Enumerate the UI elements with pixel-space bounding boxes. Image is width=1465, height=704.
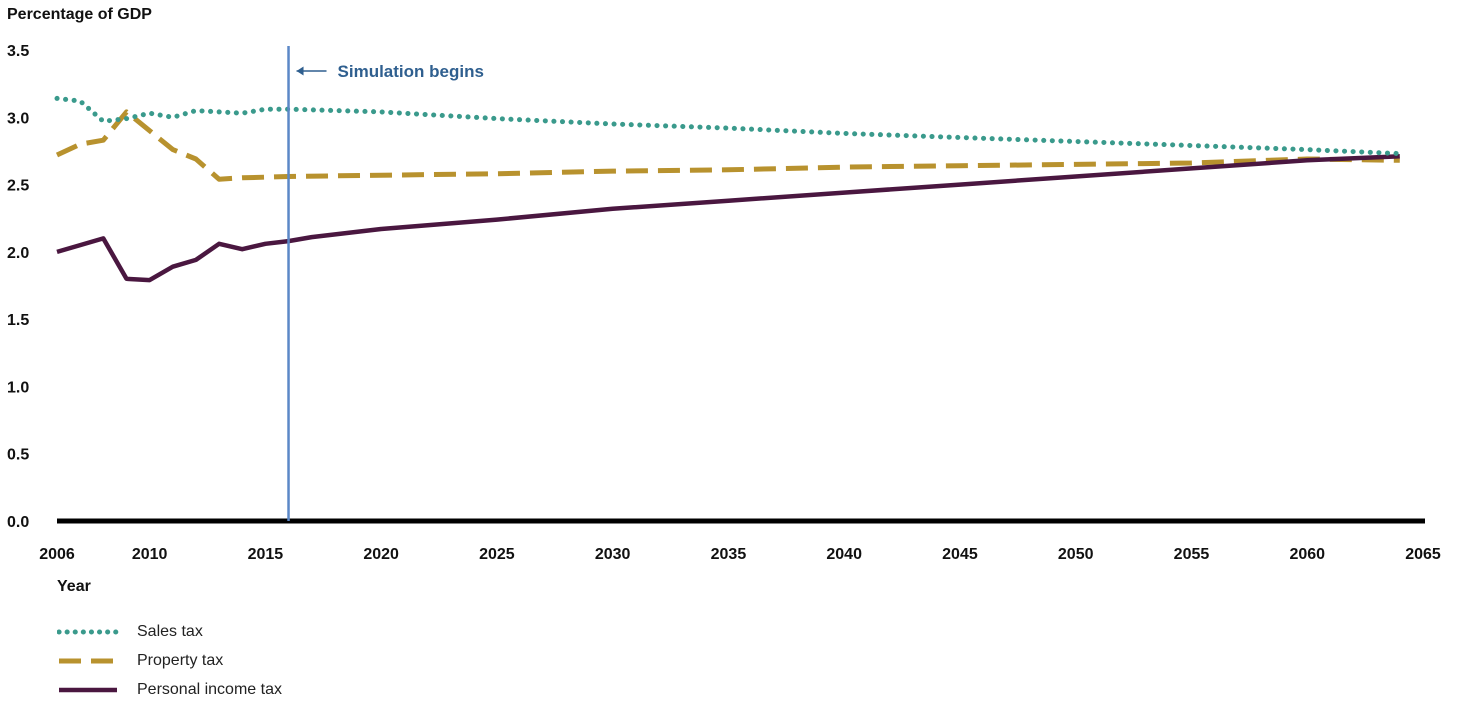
y-tick-label: 3.5 [7, 43, 29, 60]
series-line-personal-income-tax [56, 154, 1400, 283]
y-tick-label: 2.5 [7, 178, 29, 195]
legend-swatch-property-tax [59, 658, 117, 663]
legend: Sales tax Property tax Personal income t… [57, 617, 282, 704]
y-tick-label: 2.0 [7, 245, 29, 262]
x-tick-label: 2006 [39, 546, 75, 563]
legend-item-property-tax: Property tax [57, 646, 282, 675]
legend-label: Personal income tax [137, 680, 282, 698]
arrow-left-icon [296, 66, 327, 76]
x-tick-label: 2025 [479, 546, 515, 563]
legend-swatch-personal-income-tax [59, 687, 117, 692]
x-tick-label: 2040 [826, 546, 862, 563]
series-line-sales-tax [54, 95, 1403, 157]
x-tick-label: 2045 [942, 546, 978, 563]
y-tick-label: 0.0 [7, 514, 29, 531]
x-tick-label: 2010 [132, 546, 168, 563]
legend-item-sales-tax: Sales tax [57, 617, 282, 646]
x-tick-label: 2055 [1174, 546, 1210, 563]
x-tick-label: 2015 [248, 546, 284, 563]
series-line-property-tax [55, 109, 1400, 182]
x-axis-label: Year [57, 578, 91, 595]
y-axis-label: Percentage of GDP [7, 6, 152, 23]
legend-label: Property tax [137, 651, 224, 669]
simulation-begins-label: Simulation begins [338, 62, 484, 81]
x-tick-label: 2020 [363, 546, 399, 563]
x-tick-label: 2050 [1058, 546, 1094, 563]
y-tick-labels: 0.0 0.5 1.0 1.5 2.0 2.5 3.0 3.5 [7, 43, 29, 531]
x-tick-labels: 2006 2010 2015 2020 2025 2030 2035 2040 2045 2050… [39, 546, 1441, 563]
x-tick-label: 2030 [595, 546, 631, 563]
y-tick-label: 1.5 [7, 312, 29, 329]
series-lines [54, 95, 1403, 283]
y-tick-label: 3.0 [7, 110, 29, 127]
y-tick-label: 0.5 [7, 447, 29, 464]
legend-swatch-sales-tax [57, 629, 119, 634]
legend-label: Sales tax [137, 622, 203, 640]
x-tick-label: 2065 [1405, 546, 1441, 563]
legend-item-personal-income-tax: Personal income tax [57, 675, 282, 704]
x-tick-label: 2060 [1289, 546, 1325, 563]
y-tick-label: 1.0 [7, 379, 29, 396]
x-tick-label: 2035 [711, 546, 747, 563]
